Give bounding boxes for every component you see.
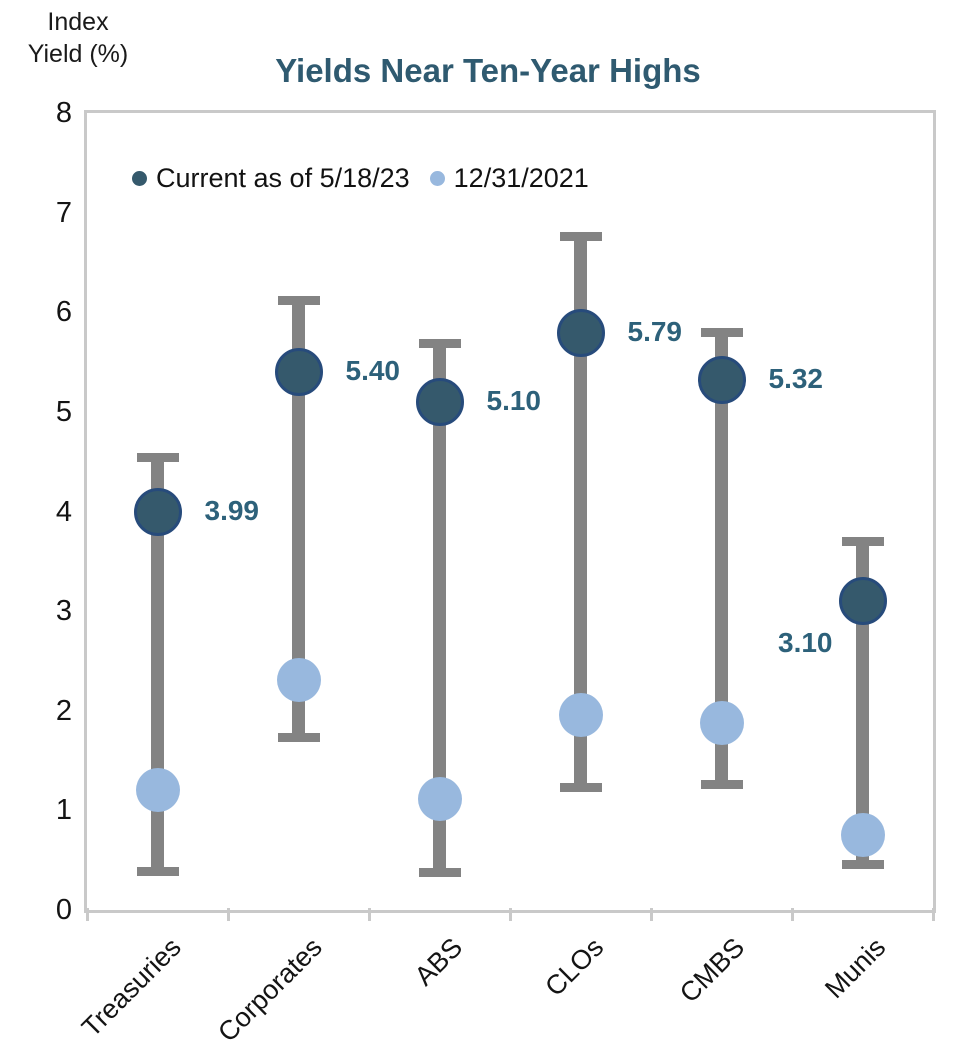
marker-previous bbox=[558, 692, 603, 737]
range-cap-low bbox=[841, 860, 884, 870]
x-axis-tick-mark bbox=[790, 908, 794, 921]
marker-previous bbox=[276, 657, 321, 702]
range-cap-high bbox=[277, 296, 320, 306]
marker-current bbox=[838, 577, 887, 626]
range-bar bbox=[574, 235, 587, 789]
legend: Current as of 5/18/23 12/31/2021 bbox=[132, 163, 589, 194]
range-bar bbox=[433, 343, 446, 874]
y-axis-tick-label: 5 bbox=[55, 395, 72, 428]
data-label: 3.99 bbox=[204, 495, 260, 527]
range-cap-high bbox=[841, 537, 884, 547]
range-cap-high bbox=[700, 328, 743, 338]
x-axis-tick-mark bbox=[649, 908, 653, 921]
legend-label-previous: 12/31/2021 bbox=[453, 163, 589, 193]
legend-marker-previous-icon bbox=[429, 171, 445, 186]
data-label: 3.10 bbox=[778, 627, 833, 659]
range-cap-low bbox=[559, 783, 602, 793]
y-axis-tick-label: 3 bbox=[55, 595, 72, 628]
range-bar bbox=[715, 332, 728, 786]
y-axis-tick-label: 8 bbox=[55, 97, 72, 129]
marker-current bbox=[274, 348, 323, 397]
data-label: 5.79 bbox=[627, 316, 683, 348]
range-cap-low bbox=[136, 867, 179, 877]
y-axis-tick-label: 2 bbox=[55, 694, 72, 727]
data-label: 5.10 bbox=[486, 384, 542, 416]
x-axis-tick-mark bbox=[931, 908, 935, 921]
y-axis-tick-label: 0 bbox=[55, 894, 72, 926]
y-axis-tick-label: 4 bbox=[55, 495, 72, 528]
range-cap-low bbox=[418, 868, 461, 878]
marker-previous bbox=[840, 813, 885, 858]
marker-current bbox=[133, 488, 182, 537]
legend-item-current: Current as of 5/18/23 bbox=[132, 163, 410, 194]
chart-title: Yields Near Ten-Year Highs bbox=[275, 52, 701, 89]
x-axis-tick-mark bbox=[367, 908, 371, 921]
x-axis-tick-mark bbox=[226, 908, 230, 921]
y-axis-title-line2: Yield (%) bbox=[27, 40, 129, 68]
range-cap-high bbox=[418, 339, 461, 349]
data-label: 5.40 bbox=[345, 355, 401, 387]
y-axis-tick-label: 1 bbox=[55, 794, 72, 827]
legend-marker-current-icon bbox=[132, 171, 147, 186]
x-axis-tick-mark bbox=[508, 908, 512, 921]
legend-item-previous: 12/31/2021 bbox=[429, 163, 589, 194]
y-axis-title-line1: Index bbox=[47, 8, 109, 36]
range-cap-low bbox=[700, 780, 743, 790]
legend-label-current: Current as of 5/18/23 bbox=[156, 163, 410, 193]
range-cap-high bbox=[559, 231, 602, 241]
y-axis-title: Index Yield (%) bbox=[8, 6, 148, 70]
y-axis-tick-label: 6 bbox=[55, 296, 72, 329]
marker-current bbox=[697, 355, 746, 404]
range-cap-high bbox=[136, 452, 179, 462]
plot-area bbox=[84, 110, 936, 913]
range-cap-low bbox=[277, 732, 320, 742]
marker-previous bbox=[417, 777, 462, 822]
range-bar bbox=[151, 456, 164, 873]
x-axis-tick-mark bbox=[85, 908, 89, 921]
data-label: 5.32 bbox=[768, 362, 824, 394]
marker-current bbox=[415, 377, 464, 426]
y-axis-tick-label: 7 bbox=[55, 196, 72, 229]
range-bar bbox=[292, 300, 305, 738]
marker-current bbox=[556, 309, 605, 358]
marker-previous bbox=[135, 768, 180, 813]
marker-previous bbox=[699, 700, 744, 745]
